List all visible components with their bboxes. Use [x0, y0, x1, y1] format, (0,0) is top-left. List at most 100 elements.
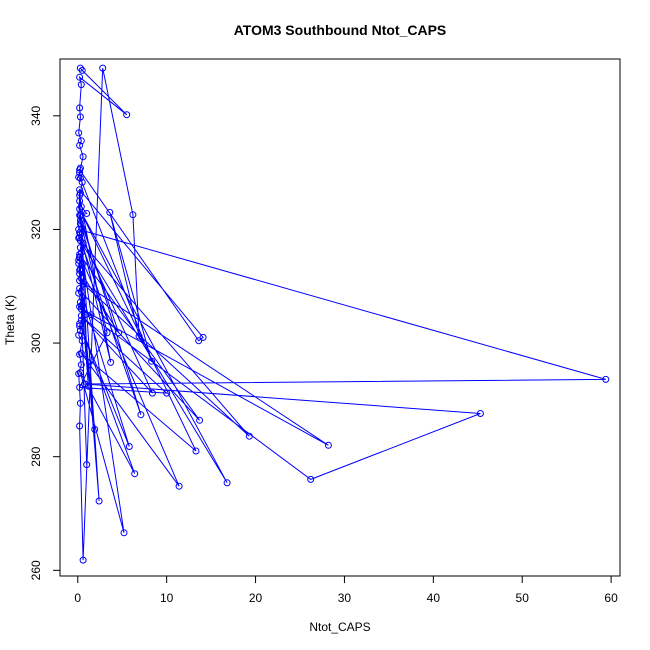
y-tick-label: 260: [29, 560, 43, 580]
data-point: [106, 208, 114, 216]
data-point: [76, 250, 84, 258]
data-point: [77, 305, 85, 313]
series-line: [78, 67, 606, 561]
data-point: [125, 443, 133, 450]
data-point: [76, 327, 84, 335]
data-point: [77, 137, 85, 145]
data-point: [76, 237, 84, 245]
data-point: [602, 375, 610, 383]
data-point: [76, 216, 84, 224]
data-point: [76, 298, 84, 306]
data-point: [77, 302, 85, 310]
data-point: [131, 470, 139, 478]
data-point: [77, 288, 85, 296]
data-point: [148, 389, 156, 397]
data-point: [84, 382, 92, 390]
data-point: [78, 178, 86, 186]
data-point: [148, 357, 156, 365]
x-tick-label: 50: [516, 591, 530, 605]
data-point: [199, 333, 207, 341]
data-point: [195, 337, 203, 345]
data-point: [75, 225, 83, 233]
data-point: [83, 461, 91, 469]
data-point: [76, 229, 84, 237]
data-point: [78, 66, 86, 74]
data-point: [76, 277, 84, 285]
data-point: [76, 230, 84, 238]
data-point: [75, 260, 83, 267]
data-point: [76, 113, 84, 121]
data-point: [76, 104, 84, 112]
data-point: [76, 285, 84, 292]
chart-title: ATOM3 Southbound Ntot_CAPS: [234, 22, 447, 38]
data-point: [196, 416, 204, 424]
data-point: [192, 447, 200, 455]
y-tick-label: 340: [29, 105, 43, 125]
data-point: [76, 73, 84, 81]
y-axis-label: Theta (K): [3, 295, 17, 345]
plot-frame: [59, 58, 621, 577]
data-point: [76, 212, 84, 220]
x-tick-label: 40: [427, 591, 441, 605]
data-point: [135, 332, 143, 340]
y-tick-label: 280: [29, 446, 43, 466]
data-point: [77, 312, 85, 320]
data-point: [107, 358, 115, 366]
x-tick-label: 0: [74, 591, 81, 605]
data-point: [120, 529, 128, 537]
data-point: [79, 556, 87, 564]
data-point: [83, 210, 91, 217]
data-point: [76, 191, 84, 199]
data-point: [76, 399, 84, 407]
data-point: [115, 329, 123, 337]
data-point: [76, 244, 84, 252]
y-tick-label: 300: [29, 333, 43, 353]
data-point: [77, 81, 85, 89]
data-point: [76, 141, 84, 149]
data-point: [103, 329, 111, 337]
data-point: [79, 153, 87, 161]
x-tick-label: 30: [338, 591, 352, 605]
data-point: [95, 497, 103, 505]
data-point: [91, 425, 99, 433]
y-tick-label: 320: [29, 219, 43, 239]
x-axis: 0 10 20 30 40 50 60: [74, 575, 618, 605]
data-point: [76, 350, 84, 358]
data-point: [75, 173, 83, 181]
data-point: [476, 410, 484, 417]
data-point: [77, 349, 85, 357]
data-point: [76, 369, 84, 377]
data-point: [76, 422, 84, 430]
plot-area: [75, 64, 610, 564]
y-axis: 260 280 300 320 340: [29, 105, 61, 580]
data-point: [99, 64, 107, 72]
data-point: [76, 233, 84, 241]
data-point: [75, 370, 83, 378]
data-point: [81, 380, 89, 388]
data-point: [87, 311, 95, 319]
data-point: [307, 475, 315, 483]
data-point: [77, 361, 85, 369]
data-point: [76, 166, 84, 174]
data-point: [78, 337, 86, 345]
data-point: [75, 129, 83, 137]
data-point: [129, 211, 137, 219]
data-point: [123, 111, 131, 119]
data-point: [76, 64, 84, 72]
data-point: [76, 383, 84, 391]
data-point: [245, 432, 253, 440]
data-point: [223, 479, 231, 487]
data-point: [163, 389, 171, 397]
data-point: [78, 261, 86, 269]
data-point: [76, 320, 84, 328]
data-point: [324, 441, 332, 449]
data-point: [76, 322, 84, 330]
x-tick-label: 10: [160, 591, 174, 605]
x-tick-label: 20: [249, 591, 263, 605]
data-point: [76, 174, 84, 182]
data-point: [75, 331, 83, 339]
data-point: [175, 482, 183, 490]
data-point: [76, 266, 84, 274]
data-point: [137, 411, 145, 419]
